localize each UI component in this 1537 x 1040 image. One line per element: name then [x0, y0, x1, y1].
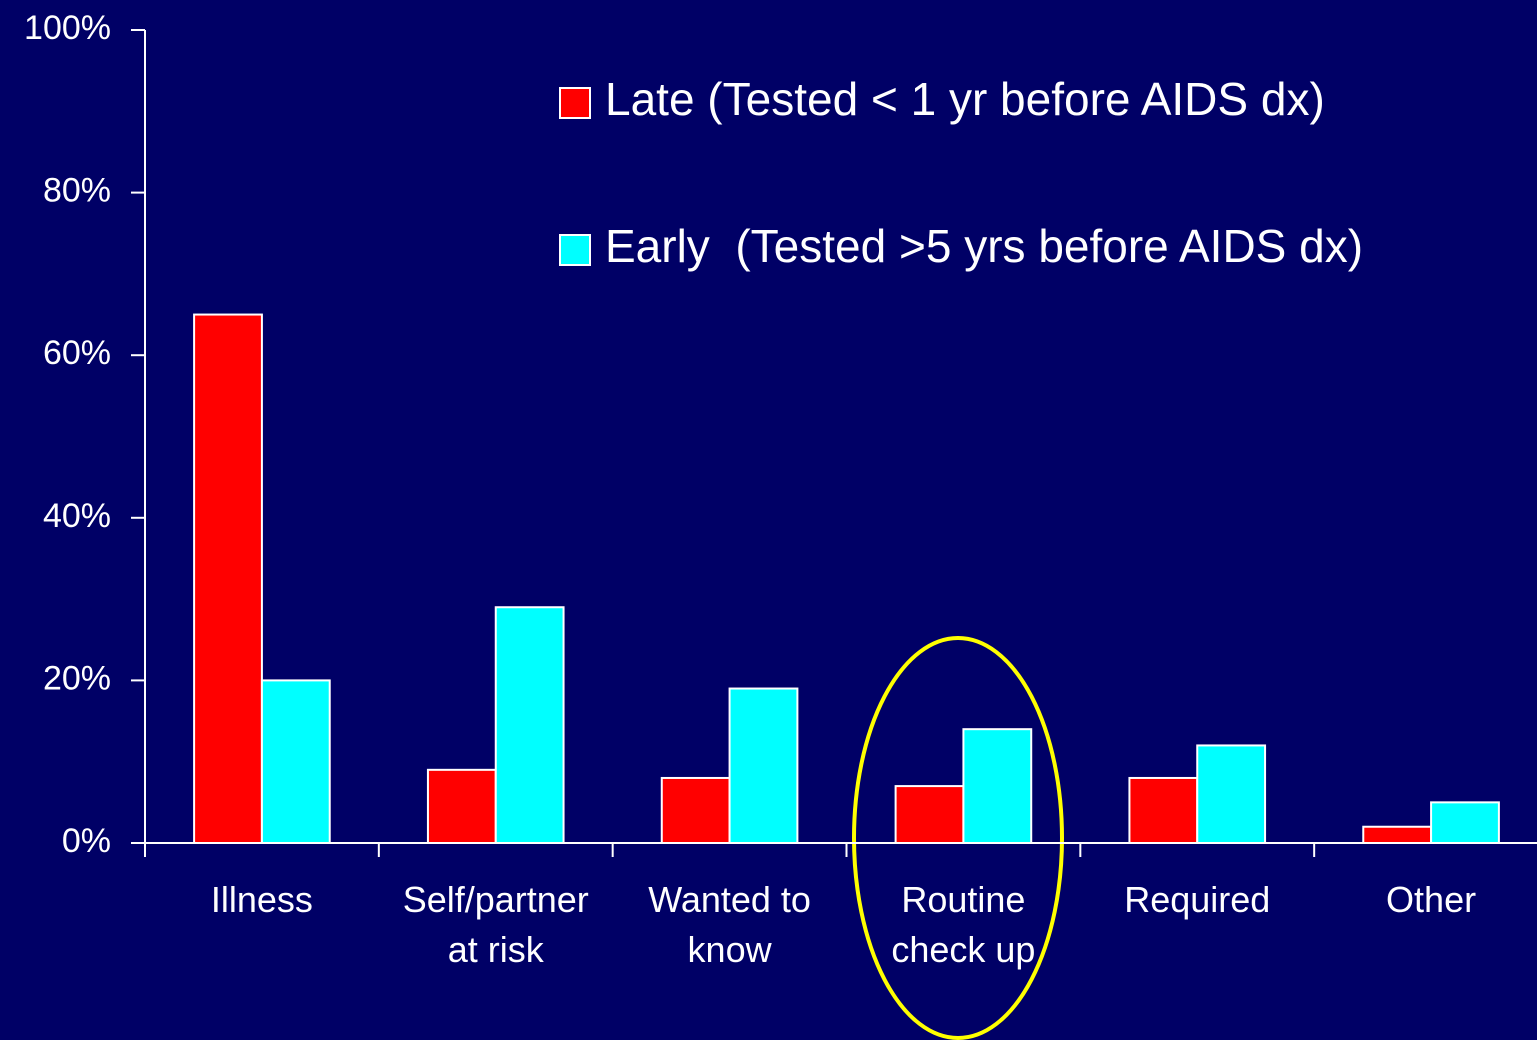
- bar: [1196, 744, 1267, 844]
- x-tick-label: Required: [1124, 879, 1271, 920]
- bar: [1128, 776, 1199, 845]
- x-tick-label: Routine check up: [891, 879, 1036, 970]
- bar: [193, 313, 263, 844]
- bar: [1430, 801, 1500, 844]
- y-tick-label: 60%: [43, 334, 111, 372]
- y-tick-label: 100%: [24, 9, 111, 47]
- x-tick-label: Illness: [210, 879, 313, 920]
- y-tick-label: 40%: [43, 497, 111, 535]
- bar: [660, 776, 731, 845]
- bar: [962, 728, 1033, 844]
- bar: [494, 606, 565, 844]
- y-tick-label: 80%: [43, 172, 111, 210]
- highlight-ellipse: [852, 636, 1064, 1040]
- bar: [728, 687, 799, 845]
- bar: [260, 679, 331, 845]
- bar: [894, 785, 965, 845]
- x-tick-label: Other: [1386, 879, 1477, 920]
- y-tick-label: 20%: [43, 659, 111, 697]
- legend-swatch: [559, 87, 591, 119]
- y-tick-label: 0%: [62, 822, 111, 860]
- x-tick-label: Wanted to know: [648, 879, 811, 970]
- legend-swatch: [559, 234, 591, 266]
- legend-label: Late (Tested < 1 yr before AIDS dx): [605, 73, 1325, 125]
- bar: [426, 768, 497, 845]
- bar: [1362, 825, 1433, 844]
- x-tick-label: Self/partner at risk: [402, 879, 589, 970]
- legend-label: Early (Tested >5 yrs before AIDS dx): [605, 220, 1363, 272]
